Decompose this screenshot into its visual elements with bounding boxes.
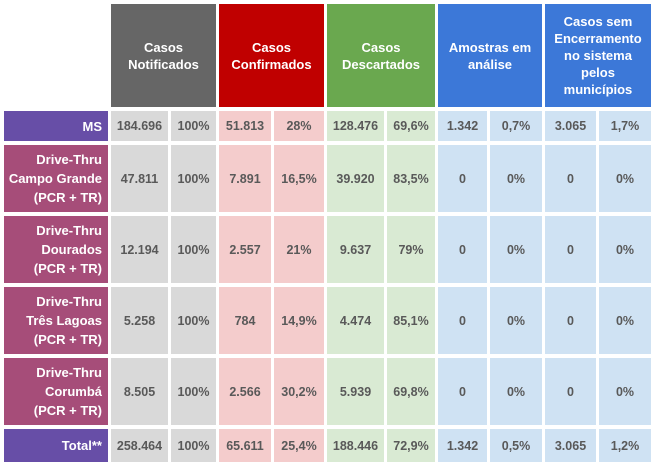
row-label: Drive-Thru Campo Grande (PCR + TR) — [4, 145, 108, 212]
percent-cell: 0% — [490, 358, 542, 425]
percent-cell: 0% — [490, 145, 542, 212]
count-cell: 65.611 — [219, 429, 271, 462]
count-cell: 51.813 — [219, 111, 271, 141]
percent-cell: 100% — [171, 216, 216, 283]
count-cell: 47.811 — [111, 145, 168, 212]
count-cell: 0 — [545, 145, 596, 212]
count-cell: 0 — [438, 145, 487, 212]
percent-cell: 85,1% — [387, 287, 435, 354]
count-cell: 784 — [219, 287, 271, 354]
row-label: Drive-Thru Corumbá (PCR + TR) — [4, 358, 108, 425]
percent-cell: 21% — [274, 216, 324, 283]
column-header: Casos Confirmados — [219, 4, 324, 107]
percent-cell: 0,7% — [490, 111, 542, 141]
percent-cell: 1,2% — [599, 429, 651, 462]
percent-cell: 0% — [599, 287, 651, 354]
count-cell: 9.637 — [327, 216, 384, 283]
count-cell: 184.696 — [111, 111, 168, 141]
row-label: Drive-Thru Três Lagoas (PCR + TR) — [4, 287, 108, 354]
percent-cell: 0% — [599, 358, 651, 425]
count-cell: 39.920 — [327, 145, 384, 212]
percent-cell: 100% — [171, 111, 216, 141]
count-cell: 188.446 — [327, 429, 384, 462]
count-cell: 4.474 — [327, 287, 384, 354]
percent-cell: 0% — [490, 287, 542, 354]
count-cell: 0 — [545, 287, 596, 354]
count-cell: 3.065 — [545, 111, 596, 141]
column-header: Casos Notificados — [111, 4, 216, 107]
count-cell: 8.505 — [111, 358, 168, 425]
count-cell: 0 — [438, 287, 487, 354]
percent-cell: 83,5% — [387, 145, 435, 212]
count-cell: 128.476 — [327, 111, 384, 141]
count-cell: 1.342 — [438, 111, 487, 141]
count-cell: 2.557 — [219, 216, 271, 283]
row-label: MS — [4, 111, 108, 141]
percent-cell: 0,5% — [490, 429, 542, 462]
percent-cell: 79% — [387, 216, 435, 283]
column-header: Casos Descartados — [327, 4, 435, 107]
percent-cell: 0% — [599, 145, 651, 212]
count-cell: 5.939 — [327, 358, 384, 425]
percent-cell: 28% — [274, 111, 324, 141]
count-cell: 2.566 — [219, 358, 271, 425]
percent-cell: 30,2% — [274, 358, 324, 425]
column-header: Amostras em análise — [438, 4, 542, 107]
percent-cell: 100% — [171, 358, 216, 425]
percent-cell: 100% — [171, 287, 216, 354]
percent-cell: 69,8% — [387, 358, 435, 425]
column-header: Casos sem Encerramento no sistema pelos … — [545, 4, 651, 107]
percent-cell: 14,9% — [274, 287, 324, 354]
count-cell: 7.891 — [219, 145, 271, 212]
corner-empty-cell — [4, 4, 108, 107]
row-label: Drive-Thru Dourados (PCR + TR) — [4, 216, 108, 283]
count-cell: 0 — [438, 358, 487, 425]
count-cell: 0 — [545, 358, 596, 425]
percent-cell: 25,4% — [274, 429, 324, 462]
count-cell: 0 — [438, 216, 487, 283]
count-cell: 5.258 — [111, 287, 168, 354]
percent-cell: 100% — [171, 429, 216, 462]
percent-cell: 0% — [599, 216, 651, 283]
percent-cell: 72,9% — [387, 429, 435, 462]
percent-cell: 0% — [490, 216, 542, 283]
count-cell: 0 — [545, 216, 596, 283]
count-cell: 258.464 — [111, 429, 168, 462]
percent-cell: 69,6% — [387, 111, 435, 141]
covid-cases-table: Casos Notificados Casos Confirmados Casos … — [4, 4, 651, 462]
percent-cell: 100% — [171, 145, 216, 212]
percent-cell: 1,7% — [599, 111, 651, 141]
count-cell: 3.065 — [545, 429, 596, 462]
row-label: Total** — [4, 429, 108, 462]
count-cell: 12.194 — [111, 216, 168, 283]
percent-cell: 16,5% — [274, 145, 324, 212]
count-cell: 1.342 — [438, 429, 487, 462]
